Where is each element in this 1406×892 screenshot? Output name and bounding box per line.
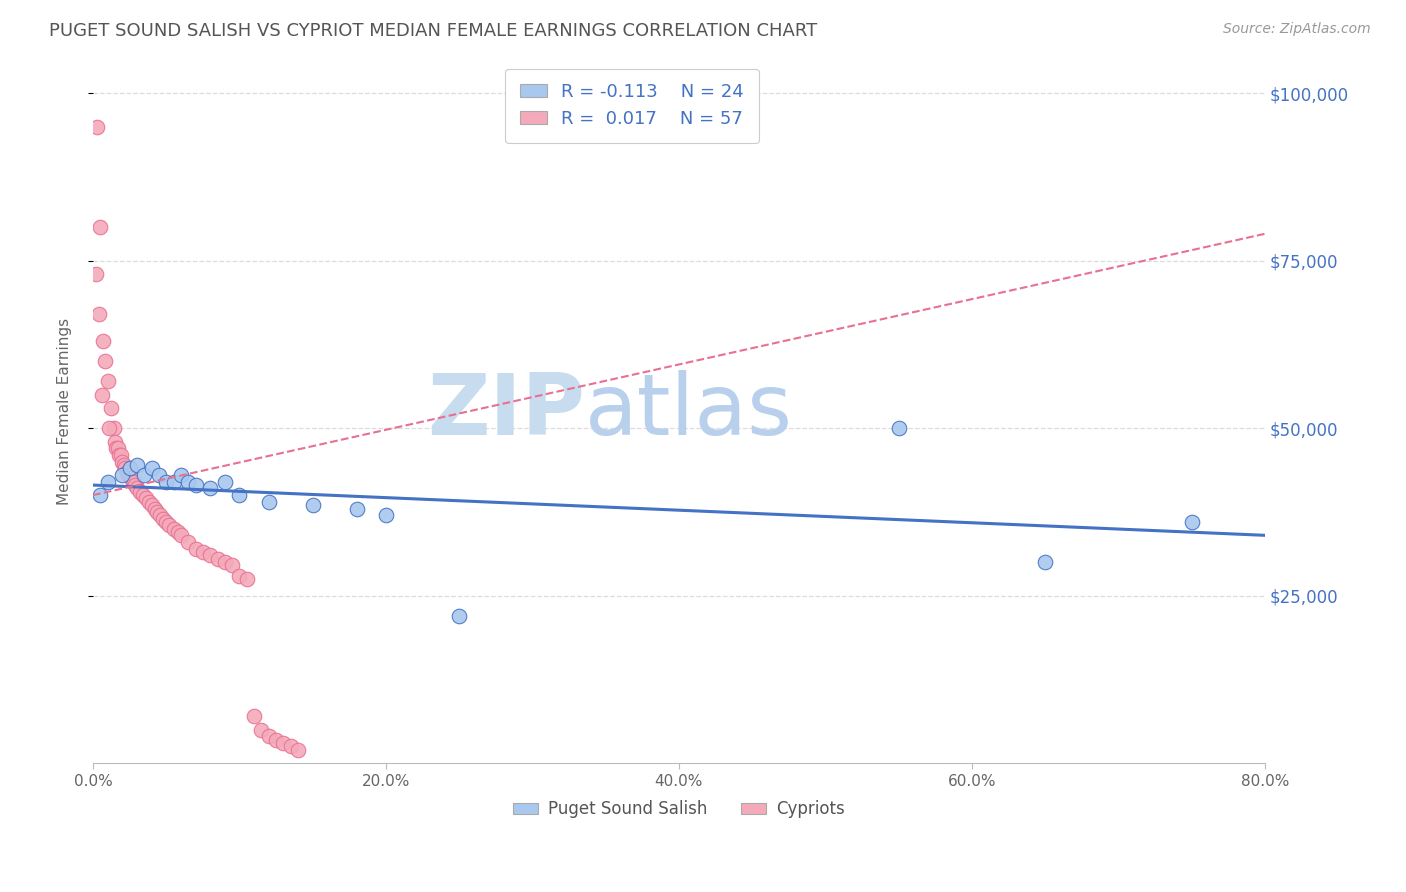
Text: PUGET SOUND SALISH VS CYPRIOT MEDIAN FEMALE EARNINGS CORRELATION CHART: PUGET SOUND SALISH VS CYPRIOT MEDIAN FEM… (49, 22, 817, 40)
Point (228, 568, 250, 582)
Point (107, 441, 129, 455)
Point (280, 739, 302, 754)
Point (273, 736, 295, 750)
Point (117, 468, 139, 483)
Point (162, 475, 184, 489)
Point (108, 448, 131, 462)
Point (149, 508, 172, 523)
Point (118, 461, 141, 475)
Point (91, 334, 114, 348)
Point (125, 458, 148, 472)
Point (87, 307, 110, 321)
Point (162, 522, 184, 536)
Point (221, 558, 243, 573)
Point (214, 555, 236, 569)
Point (135, 491, 157, 506)
Point (114, 461, 136, 475)
Point (89, 220, 111, 235)
Point (155, 515, 177, 529)
Point (128, 484, 150, 499)
Point (184, 478, 207, 492)
Point (111, 455, 134, 469)
Point (141, 498, 163, 512)
Point (236, 572, 259, 586)
Point (1181, 515, 1204, 529)
Point (167, 524, 190, 539)
Point (122, 475, 145, 489)
Point (375, 508, 398, 523)
Point (170, 528, 193, 542)
Point (141, 461, 163, 475)
Point (191, 545, 214, 559)
Point (264, 732, 287, 747)
Point (93, 354, 115, 368)
Point (100, 401, 122, 415)
Point (1033, 555, 1056, 569)
Point (152, 511, 174, 525)
Point (132, 488, 155, 502)
Point (146, 505, 169, 519)
Point (98, 421, 121, 435)
Point (250, 723, 273, 737)
Point (89, 488, 111, 502)
Point (157, 518, 180, 533)
Point (84, 267, 107, 281)
Point (346, 501, 368, 516)
Legend: Puget Sound Salish, Cypriots: Puget Sound Salish, Cypriots (506, 794, 851, 825)
Point (138, 495, 160, 509)
Point (118, 468, 141, 483)
Point (120, 471, 142, 485)
Point (105, 441, 128, 455)
Point (121, 475, 143, 489)
Point (887, 421, 910, 435)
Point (207, 551, 229, 566)
Text: atlas: atlas (585, 370, 793, 453)
Point (214, 475, 236, 489)
Point (103, 421, 125, 435)
Text: Source: ZipAtlas.com: Source: ZipAtlas.com (1223, 22, 1371, 37)
Point (155, 475, 177, 489)
Text: ZIP: ZIP (427, 370, 585, 453)
Point (134, 468, 156, 483)
Point (97, 374, 120, 388)
Point (257, 729, 280, 743)
Point (177, 535, 200, 549)
Y-axis label: Median Female Earnings: Median Female Earnings (58, 318, 72, 505)
Point (90, 387, 112, 401)
Point (301, 498, 323, 512)
Point (198, 549, 221, 563)
Point (198, 482, 221, 496)
Point (449, 608, 471, 623)
Point (257, 495, 280, 509)
Point (124, 478, 146, 492)
Point (112, 458, 135, 472)
Point (115, 465, 138, 479)
Point (177, 475, 200, 489)
Point (104, 434, 127, 449)
Point (287, 743, 309, 757)
Point (86, 120, 108, 134)
Point (143, 501, 166, 516)
Point (97, 475, 120, 489)
Point (184, 541, 207, 556)
Point (111, 468, 134, 483)
Point (148, 468, 170, 483)
Point (243, 709, 266, 723)
Point (110, 448, 132, 462)
Point (228, 488, 250, 502)
Point (125, 482, 148, 496)
Point (170, 468, 193, 483)
